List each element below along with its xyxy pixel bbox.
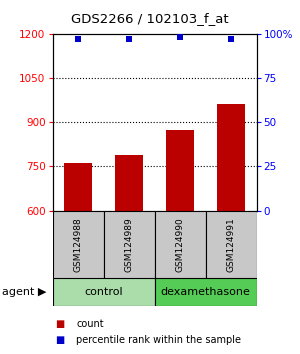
Text: GSM124990: GSM124990 <box>176 217 184 272</box>
Bar <box>154 278 256 306</box>
Bar <box>166 130 194 211</box>
Bar <box>115 155 143 211</box>
Bar <box>52 278 154 306</box>
Bar <box>206 211 256 278</box>
Bar <box>64 164 92 211</box>
Text: dexamethasone: dexamethasone <box>160 287 250 297</box>
Text: GSM124991: GSM124991 <box>226 217 236 272</box>
Text: count: count <box>76 319 104 329</box>
Text: percentile rank within the sample: percentile rank within the sample <box>76 335 242 345</box>
Bar <box>154 211 206 278</box>
Bar <box>52 211 104 278</box>
Text: ■: ■ <box>56 319 65 329</box>
Text: GSM124989: GSM124989 <box>124 217 134 272</box>
Text: agent ▶: agent ▶ <box>2 287 46 297</box>
Text: GSM124988: GSM124988 <box>74 217 82 272</box>
Text: control: control <box>84 287 123 297</box>
Text: ■: ■ <box>56 335 65 345</box>
Bar <box>217 104 245 211</box>
Text: GDS2266 / 102103_f_at: GDS2266 / 102103_f_at <box>71 12 229 25</box>
Bar <box>103 211 154 278</box>
